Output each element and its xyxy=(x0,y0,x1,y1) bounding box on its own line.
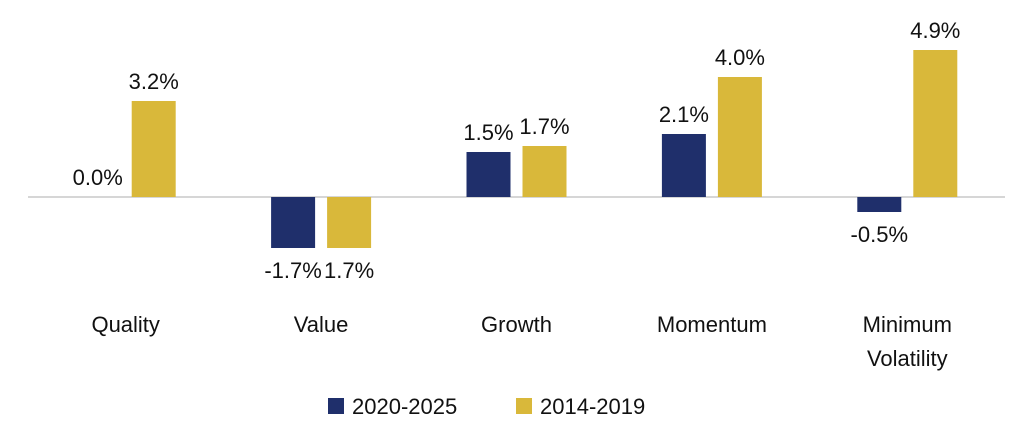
bar-momentum-2020-2025 xyxy=(661,134,706,197)
bar-growth-2020-2025 xyxy=(466,152,511,197)
bar-value-2020-2025 xyxy=(271,197,316,248)
legend-label-2020-2025: 2020-2025 xyxy=(352,394,457,419)
bar-minimum-volatility-2020-2025 xyxy=(857,197,902,212)
data-label-momentum-2020-2025: 2.1% xyxy=(659,102,709,127)
category-label-minimum-volatility-line-2: Volatility xyxy=(867,346,948,371)
legend-label-2014-2019: 2014-2019 xyxy=(540,394,645,419)
legend-swatch-2020-2025 xyxy=(328,398,344,414)
legend: 2020-2025 2014-2019 xyxy=(328,394,645,419)
category-label-value: Value xyxy=(294,312,349,337)
bar-momentum-2014-2019 xyxy=(717,77,762,197)
category-label-momentum: Momentum xyxy=(657,312,767,337)
data-label-value-2014-2019: 1.7% xyxy=(324,258,374,283)
bars-group xyxy=(131,50,958,248)
data-label-momentum-2014-2019: 4.0% xyxy=(715,45,765,70)
data-labels-group: 0.0%3.2%-1.7% 1.7%1.5% 1.7% 2.1%4.0%-0.5%4.… xyxy=(73,18,961,283)
bar-minimum-volatility-2014-2019 xyxy=(913,50,958,197)
data-label-minimum-volatility-2014-2019: 4.9% xyxy=(910,18,960,43)
bar-quality-2014-2019 xyxy=(131,101,176,197)
data-label-quality-2020-2025: 0.0% xyxy=(73,165,123,190)
category-label-quality: Quality xyxy=(91,312,159,337)
category-label-minimum-volatility-line-1: Minimum xyxy=(863,312,952,337)
bar-growth-2014-2019 xyxy=(522,146,567,197)
legend-swatch-2014-2019 xyxy=(516,398,532,414)
data-label-quality-2014-2019: 3.2% xyxy=(129,69,179,94)
category-label-growth: Growth xyxy=(481,312,552,337)
data-label-growth-2014-2019: 1.7% xyxy=(519,114,569,139)
bar-value-2014-2019 xyxy=(327,197,372,248)
data-label-growth-2020-2025: 1.5% xyxy=(463,120,513,145)
category-labels-group: Quality Value Growth Momentum Minimum Volatil… xyxy=(91,312,951,371)
data-label-value-2020-2025: -1.7% xyxy=(264,258,321,283)
data-label-minimum-volatility-2020-2025: -0.5% xyxy=(851,222,908,247)
